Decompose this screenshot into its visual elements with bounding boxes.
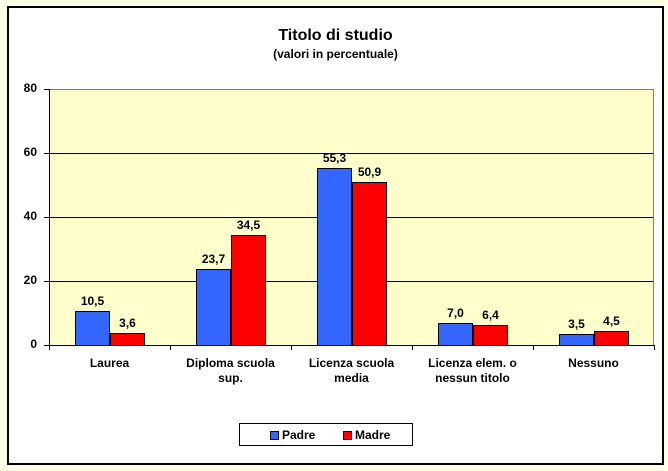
- bar-padre: [317, 168, 352, 346]
- category-label: Licenza elem. o nessun titolo: [413, 356, 533, 386]
- legend-item-padre: Padre: [270, 428, 315, 442]
- y-tick: [44, 345, 49, 346]
- chart-subtitle: (valori in percentuale): [273, 47, 398, 61]
- data-label: 6,4: [482, 307, 499, 322]
- y-tick-label: 20: [23, 273, 37, 287]
- category-label-line: Nessuno: [568, 356, 619, 370]
- chart-frame: Titolo di studio (valori in percentuale)…: [7, 6, 664, 465]
- y-tick: [44, 281, 49, 282]
- y-tick: [44, 89, 49, 90]
- legend-item-madre: Madre: [343, 428, 390, 442]
- category-label-line: Licenza elem. o: [428, 356, 517, 370]
- y-tick: [44, 217, 49, 218]
- data-label: 4,5: [603, 313, 620, 328]
- y-axis: [49, 89, 50, 346]
- category-label-line: nessun titolo: [435, 371, 510, 385]
- data-label: 23,7: [201, 252, 226, 267]
- legend: Padre Madre: [239, 423, 413, 446]
- y-tick-label: 80: [23, 81, 37, 95]
- category-label-line: Laurea: [89, 356, 130, 370]
- category-label-line: Diploma scuola: [186, 356, 275, 370]
- bar-padre: [438, 322, 473, 346]
- category-label-line: Licenza scuola: [308, 356, 395, 370]
- category-label: Laurea: [50, 356, 170, 371]
- y-tick-label: 0: [30, 337, 37, 351]
- data-label: 55,3: [322, 151, 347, 166]
- legend-label-padre: Padre: [282, 428, 316, 442]
- data-label: 50,9: [357, 165, 382, 180]
- bar-madre: [231, 234, 266, 346]
- data-label: 3,5: [568, 316, 585, 331]
- x-tick: [533, 345, 534, 350]
- x-tick: [654, 345, 655, 350]
- y-tick-label: 60: [23, 145, 37, 159]
- category-label: Nessuno: [534, 356, 654, 371]
- gridline-60: [49, 153, 653, 154]
- x-tick: [170, 345, 171, 350]
- y-tick-label: 40: [23, 209, 37, 223]
- bar-madre: [473, 324, 508, 346]
- chart-title: Titolo di studio: [278, 27, 393, 44]
- category-label: Licenza scuola media: [292, 356, 412, 386]
- category-label-line: sup.: [218, 371, 243, 385]
- data-label: 7,0: [447, 305, 464, 320]
- x-tick: [49, 345, 50, 350]
- category-label-line: media: [334, 371, 369, 385]
- category-label: Diploma scuola sup.: [171, 356, 291, 386]
- y-tick: [44, 153, 49, 154]
- data-label: 34,5: [236, 217, 261, 232]
- data-label: 3,6: [119, 316, 136, 331]
- x-tick: [291, 345, 292, 350]
- bar-madre: [352, 182, 387, 346]
- legend-swatch-padre: [270, 430, 279, 440]
- data-label: 10,5: [80, 294, 105, 309]
- legend-swatch-madre: [343, 430, 352, 440]
- bar-madre: [110, 333, 145, 346]
- legend-label-madre: Madre: [355, 428, 391, 442]
- bar-padre: [75, 311, 110, 346]
- bar-padre: [559, 333, 594, 346]
- x-tick: [412, 345, 413, 350]
- bar-madre: [594, 330, 629, 346]
- bar-padre: [196, 269, 231, 346]
